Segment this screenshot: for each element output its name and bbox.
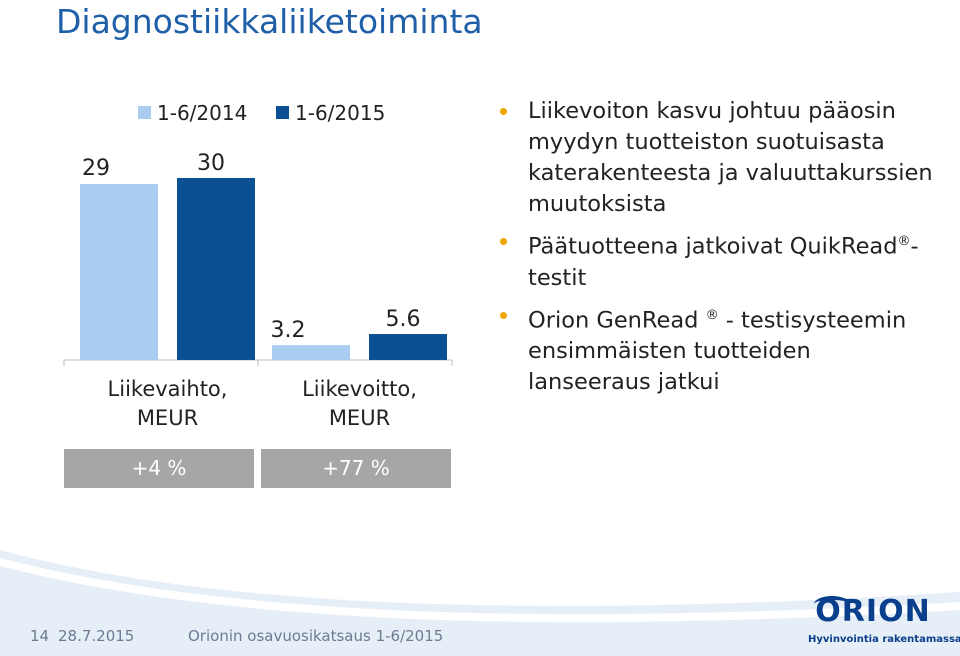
orion-logo: ORION Hyvinvointia rakentamassa — [808, 594, 960, 650]
registered-mark: ® — [897, 234, 911, 249]
bullet-text-suffix: - testisysteemin ensimmäisten tuotteiden… — [528, 307, 907, 395]
bullet-item: Liikevoiton kasvu johtuu pääosin myydyn … — [498, 96, 938, 220]
bullet-dot-icon — [500, 108, 507, 115]
category-label: MEUR — [329, 406, 390, 430]
change-badge-revenue: +4 % — [64, 449, 254, 488]
footer-page-number: 14 — [30, 627, 50, 645]
bar-2015 — [177, 178, 255, 360]
legend-label: 1-6/2014 — [157, 101, 247, 125]
registered-mark: ® — [705, 307, 719, 323]
change-badge-profit: +77 % — [261, 449, 451, 488]
bar-chart: 29 30 Liikevaihto, MEUR 3.2 5.6 Liikevoitto, ME… — [63, 101, 453, 430]
data-label: 5.6 — [386, 307, 421, 332]
logo-wordmark: ORION — [815, 594, 931, 629]
data-label: 3.2 — [271, 318, 306, 343]
data-label: 29 — [82, 156, 110, 181]
category-label: MEUR — [137, 406, 198, 430]
bar-2014 — [272, 345, 350, 360]
bullet-text: Liikevoiton kasvu johtuu pääosin myydyn … — [528, 98, 933, 217]
data-label: 30 — [197, 151, 225, 176]
bar-2015 — [369, 334, 447, 360]
bullet-list: Liikevoiton kasvu johtuu pääosin myydyn … — [498, 96, 938, 404]
category-label: Liikevaihto, — [108, 377, 228, 401]
bullet-text: Orion GenRead — [528, 307, 699, 333]
logo-tagline: Hyvinvointia rakentamassa — [808, 634, 960, 645]
footer-date: 28.7.2015 — [58, 627, 135, 645]
legend-label: 1-6/2015 — [295, 101, 385, 125]
logo-swoosh-icon — [814, 596, 850, 612]
bullet-text-suffix: -testit — [528, 233, 919, 291]
category-label: Liikevoitto, — [302, 377, 417, 401]
legend-swatch — [276, 106, 289, 119]
bar-2014 — [80, 184, 158, 360]
bullet-text: Päätuotteena jatkoivat QuikRead — [528, 233, 898, 260]
legend-swatch — [138, 106, 151, 119]
bullet-dot-icon — [500, 311, 507, 319]
bullet-item: Orion GenRead ® - testisysteemin ensimmä… — [498, 300, 938, 399]
footer-presentation-title: Orionin osavuosikatsaus 1-6/2015 — [188, 627, 444, 645]
footer-wave-decoration — [0, 550, 960, 656]
page-title: Diagnostiikkaliiketoiminta — [56, 2, 483, 41]
bullet-dot-icon — [500, 238, 507, 245]
bullet-item: Päätuotteena jatkoivat QuikRead®-testit — [498, 226, 938, 294]
